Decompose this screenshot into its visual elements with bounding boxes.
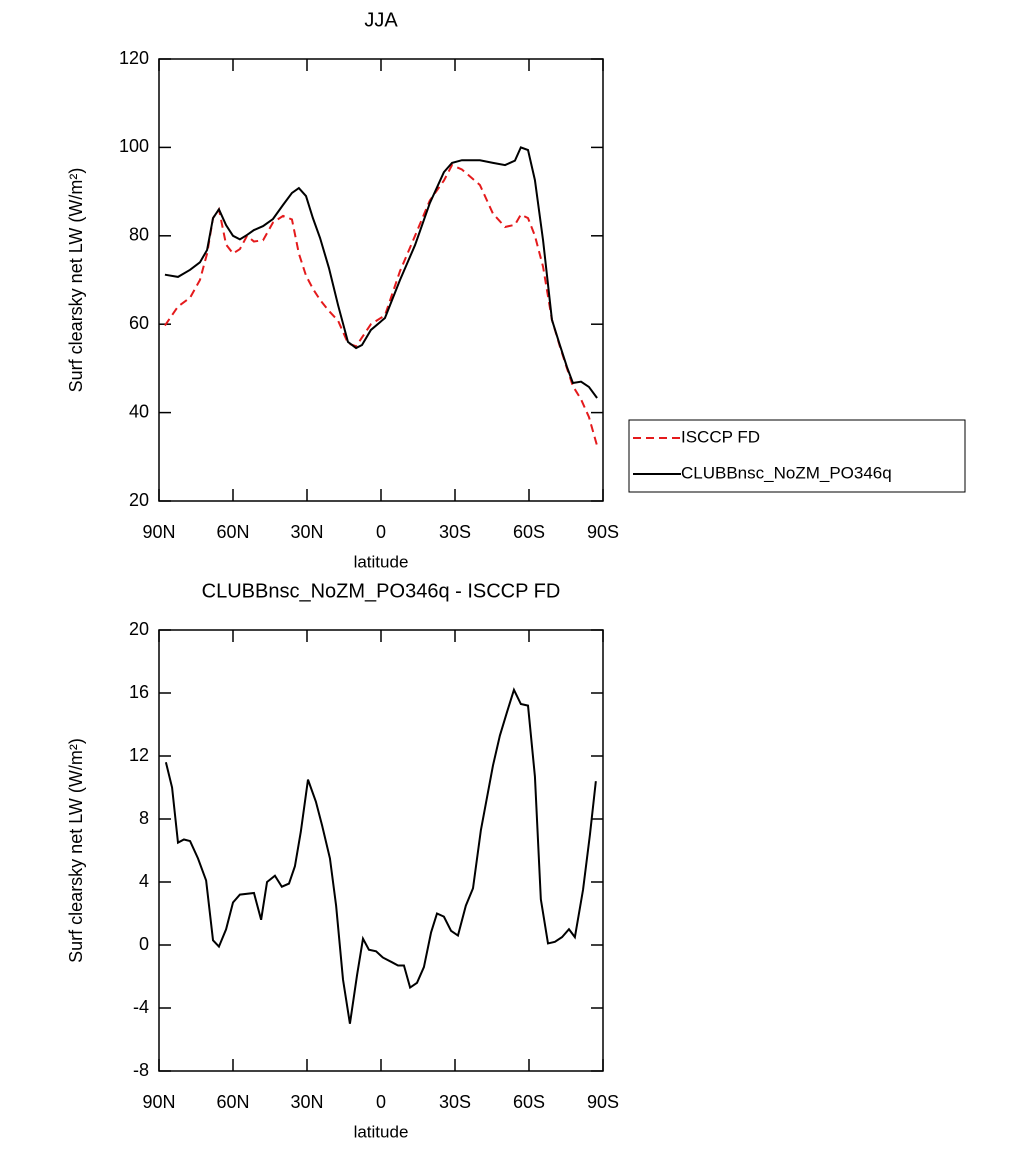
y-tick-label: 0 [139,934,149,954]
x-axis-label: latitude [354,1122,409,1141]
data-line [164,163,599,447]
y-axis-label: Surf clearsky net LW (W/m²) [66,168,86,393]
x-tick-label: 30S [439,1092,471,1112]
x-tick-label: 60N [216,522,249,542]
plot-frame [158,629,604,1072]
y-tick-label: 8 [139,808,149,828]
data-line [164,146,598,399]
x-tick-label: 0 [376,522,386,542]
legend: ISCCP FD CLUBBnsc_NoZM_PO346q [628,419,966,493]
x-tick-label: 60S [513,522,545,542]
y-tick-label: 80 [129,225,149,245]
y-tick-label: 100 [119,136,149,156]
y-tick-label: 4 [139,871,149,891]
y-axis-label: Surf clearsky net LW (W/m²) [66,738,86,963]
legend-label: ISCCP FD [681,427,760,446]
plot-frame [158,58,604,502]
chart-panel: CLUBBnsc_NoZM_PO346q - ISCCP FD latitude S… [66,580,619,1141]
x-tick-label: 90N [142,1092,175,1112]
x-tick-label: 60S [513,1092,545,1112]
chart-title: CLUBBnsc_NoZM_PO346q - ISCCP FD [202,580,561,602]
x-tick-label: 0 [376,1092,386,1112]
x-tick-label: 30N [290,1092,323,1112]
legend-label: CLUBBnsc_NoZM_PO346q [681,463,892,482]
data-line [164,687,597,1024]
y-tick-label: 20 [129,619,149,639]
y-tick-label: -8 [133,1060,149,1080]
y-tick-label: 16 [129,682,149,702]
chart-title: JJA [364,9,398,31]
x-tick-label: 30N [290,522,323,542]
y-tick-label: 60 [129,313,149,333]
x-tick-label: 60N [216,1092,249,1112]
x-tick-label: 90S [587,1092,619,1112]
legend-box [628,419,966,493]
y-tick-label: 120 [119,48,149,68]
x-tick-label: 90S [587,522,619,542]
x-tick-label: 30S [439,522,471,542]
y-tick-label: 20 [129,490,149,510]
y-tick-label: -4 [133,997,149,1017]
y-tick-label: 12 [129,745,149,765]
chart-panel: JJA latitude Surf clearsky net LW (W/m²) 90… [66,9,966,571]
y-tick-label: 40 [129,401,149,421]
x-axis-label: latitude [354,552,409,571]
x-tick-label: 90N [142,522,175,542]
